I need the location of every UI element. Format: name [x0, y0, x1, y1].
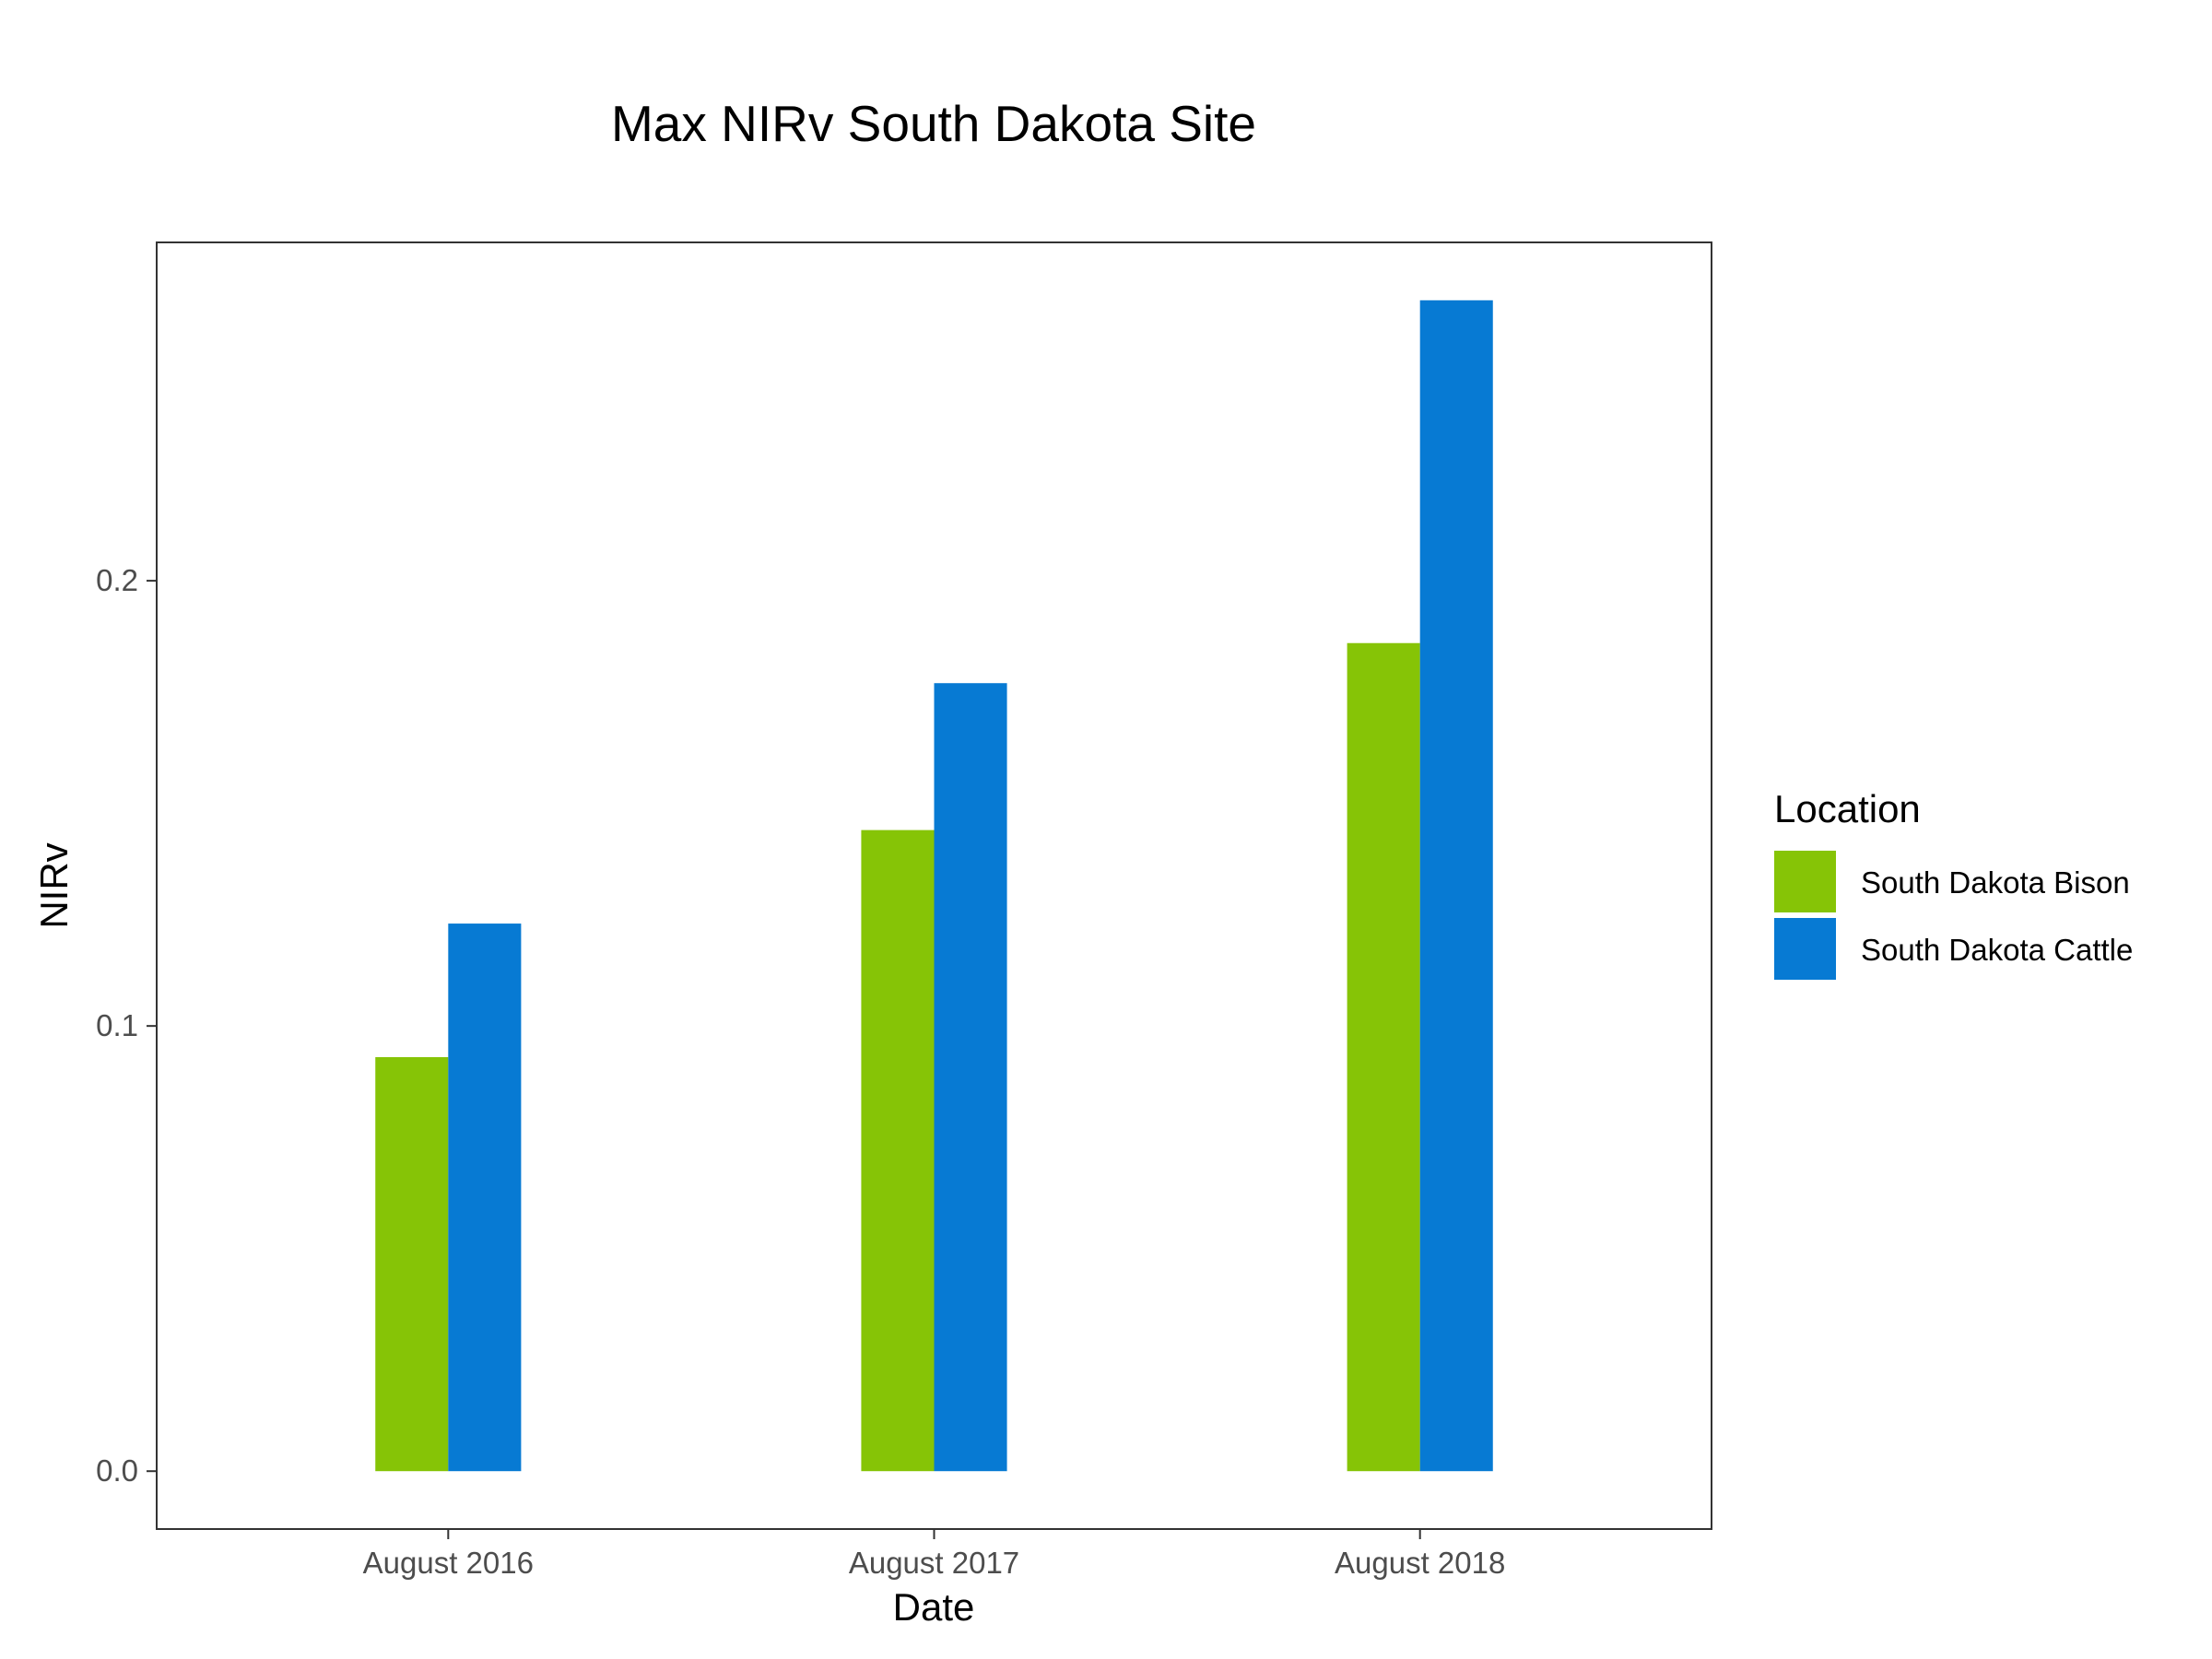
bar-south-dakota-bison-august-2018 [1347, 642, 1420, 1472]
y-axis: 0.0 0.1 0.2 [96, 563, 157, 1488]
bar-south-dakota-cattle-august-2017 [934, 683, 1007, 1472]
y-axis-title: NIRv [32, 842, 76, 928]
bar-south-dakota-cattle-august-2016 [448, 924, 522, 1472]
y-tick-label: 0.2 [96, 563, 138, 597]
y-tick-label: 0.1 [96, 1008, 138, 1042]
bars-group [375, 300, 1493, 1472]
x-tick-label: August 2018 [1335, 1546, 1505, 1580]
legend-swatch-south-dakota-cattle [1774, 918, 1836, 980]
legend-label: South Dakota Bison [1861, 865, 2130, 900]
bar-south-dakota-bison-august-2016 [375, 1056, 449, 1472]
legend-title: Location [1774, 787, 1921, 830]
y-tick-label: 0.0 [96, 1453, 138, 1488]
legend-label: South Dakota Cattle [1861, 933, 2133, 967]
x-axis-title: Date [893, 1585, 975, 1629]
legend-swatch-south-dakota-bison [1774, 851, 1836, 912]
legend-items: South Dakota Bison South Dakota Cattle [1774, 851, 2133, 980]
chart-title: Max NIRv South Dakota Site [611, 95, 1256, 152]
bar-south-dakota-bison-august-2017 [861, 830, 935, 1472]
x-axis: August 2016 August 2017 August 2018 [363, 1529, 1505, 1580]
plot-area: 0.00.10.2 August 2016 August 2017 August 2… [96, 241, 1712, 1580]
bar-south-dakota-cattle-august-2018 [1419, 300, 1493, 1472]
x-tick-label: August 2016 [363, 1546, 534, 1580]
x-tick-label: August 2017 [849, 1546, 1019, 1580]
